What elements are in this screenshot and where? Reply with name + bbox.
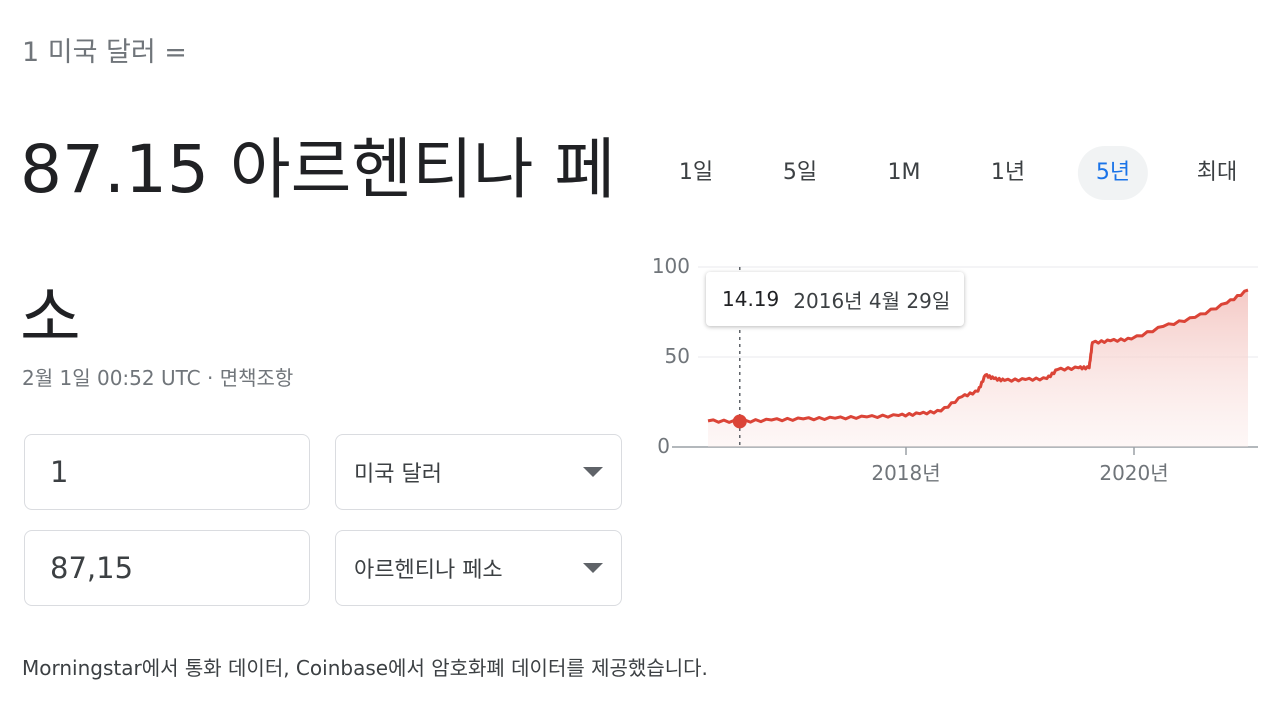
x-tick-label: 2018년 <box>871 461 940 485</box>
to-amount-input[interactable] <box>25 551 309 585</box>
from-currency-select[interactable]: 미국 달러 <box>335 434 622 510</box>
exchange-rate-chart[interactable]: 100 50 0 2018년 2020년 <box>640 240 1282 500</box>
chart-area-fill <box>708 290 1248 447</box>
converted-value-line1: 87.15 아르헨티나 페 <box>20 131 616 208</box>
to-currency-select[interactable]: 아르헨티나 페소 <box>335 530 622 606</box>
dropdown-caret-icon <box>583 467 603 477</box>
chart-series-line <box>707 288 1249 424</box>
y-axis-labels: 100 50 0 <box>652 254 690 458</box>
separator-dot: · <box>200 366 220 390</box>
y-tick-label: 0 <box>657 434 670 458</box>
x-tick-label: 2020년 <box>1099 461 1168 485</box>
from-currency-label: 미국 달러 <box>354 462 442 487</box>
to-currency-label: 아르헨티나 페소 <box>354 558 503 583</box>
equation-label: 1 미국 달러 = <box>22 37 187 68</box>
range-tabs: 1일 5일 1M 1년 5년 최대 <box>640 146 1282 200</box>
from-amount-box[interactable] <box>24 434 310 510</box>
update-time: 2월 1일 00:52 UTC <box>22 366 201 390</box>
tab-1-month[interactable]: 1M <box>887 160 921 185</box>
chart-tooltip: 14.19 2016년 4월 29일 <box>706 272 964 326</box>
tab-5-year[interactable]: 5년 <box>1077 146 1149 200</box>
converted-value-line2: 소 <box>20 279 81 356</box>
to-amount-box[interactable] <box>24 530 310 606</box>
tooltip-value: 14.19 <box>722 287 780 311</box>
converted-value: 87.15 아르헨티나 페 소 <box>20 96 620 392</box>
y-tick-label: 100 <box>652 254 690 278</box>
x-axis-labels: 2018년 2020년 <box>871 461 1168 485</box>
tooltip-date: 2016년 4월 29일 <box>793 288 951 313</box>
tab-1-day[interactable]: 1일 <box>678 160 714 185</box>
from-amount-input[interactable] <box>25 455 309 489</box>
data-source-note: Morningstar에서 통화 데이터, Coinbase에서 암호화폐 데이… <box>22 656 708 680</box>
y-tick-label: 50 <box>665 344 690 368</box>
tab-max[interactable]: 최대 <box>1196 160 1238 185</box>
hover-point <box>732 414 747 429</box>
tab-1-year[interactable]: 1년 <box>990 160 1026 185</box>
tab-5-day[interactable]: 5일 <box>782 160 818 185</box>
disclaimer-link[interactable]: 면책조항 <box>219 366 294 390</box>
dropdown-caret-icon <box>583 563 603 573</box>
timestamp-row: 2월 1일 00:52 UTC · 면책조항 <box>22 362 293 391</box>
